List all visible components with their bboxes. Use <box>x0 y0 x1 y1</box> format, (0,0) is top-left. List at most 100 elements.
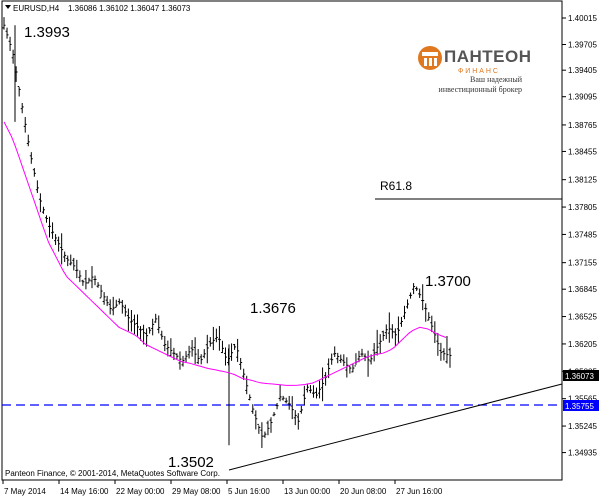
price-bar <box>220 340 224 354</box>
price-bar <box>29 152 33 164</box>
price-bar <box>387 312 391 343</box>
x-tick-label: 29 May 08:00 <box>172 487 221 496</box>
price-bar <box>318 380 322 399</box>
price-bar <box>187 345 191 359</box>
price-bar <box>111 296 115 316</box>
price-bar <box>342 354 346 367</box>
price-bar <box>415 286 419 291</box>
price-bar <box>17 86 21 97</box>
y-tick-label: 1.36845 <box>568 285 597 294</box>
price-bar <box>99 284 103 299</box>
price-bar <box>211 326 215 351</box>
price-bar <box>233 343 237 350</box>
price-bar <box>35 180 39 193</box>
price-bar <box>399 316 403 327</box>
price-bar <box>409 292 413 299</box>
price-bar <box>333 346 337 357</box>
price-bar <box>321 367 325 402</box>
price-bar <box>57 236 61 252</box>
price-bar <box>308 385 312 394</box>
x-tick-label: 5 Jun 16:00 <box>228 487 270 496</box>
price-bar <box>129 310 133 332</box>
price-bar <box>20 102 24 114</box>
price-bar <box>217 326 221 351</box>
price-bar <box>248 394 252 401</box>
price-bar <box>108 299 112 315</box>
chart-ohlc: 1.36086 1.36102 1.36047 1.36073 <box>68 4 191 13</box>
price-bar <box>151 318 155 336</box>
price-bar <box>260 422 264 448</box>
price-bar <box>384 324 388 340</box>
price-bar <box>272 412 276 417</box>
price-bar <box>372 342 376 362</box>
price-bar <box>69 254 73 266</box>
price-bar <box>166 340 170 357</box>
time-axis: 7 May 2014 14 May 16:00 22 May 00:00 29 May… <box>2 480 443 496</box>
price-bar <box>390 324 394 339</box>
chart-symbol: EURUSD,H4 <box>13 4 60 13</box>
price-bar <box>281 395 285 401</box>
price-bar <box>381 330 385 341</box>
price-bar <box>102 292 106 305</box>
annotation-recent-high: 1.3700 <box>425 273 471 290</box>
price-bar <box>296 413 300 430</box>
price-bar <box>96 282 100 288</box>
price-bar <box>23 117 27 133</box>
price-bar <box>290 396 294 420</box>
price-bar <box>284 397 288 404</box>
price-bar <box>32 168 36 177</box>
price-bar <box>87 277 91 284</box>
price-bar <box>175 353 179 360</box>
x-tick-label: 20 Jun 08:00 <box>340 487 387 496</box>
price-bar <box>406 299 410 309</box>
price-bar <box>148 327 152 334</box>
price-bar <box>48 216 52 238</box>
price-bar <box>51 222 55 239</box>
price-bar <box>257 423 261 434</box>
y-tick-label: 1.37805 <box>568 203 597 212</box>
price-bar <box>351 363 355 373</box>
price-bar <box>93 275 97 286</box>
price-bar <box>90 266 94 289</box>
price-bar <box>412 283 416 295</box>
y-tick-label: 1.36205 <box>568 340 597 349</box>
y-tick-label: 1.38765 <box>568 121 597 130</box>
price-bar <box>439 342 443 361</box>
logo-tagline-1: Ваш надежный <box>470 75 523 84</box>
price-bar <box>190 340 194 357</box>
price-bar <box>135 314 139 337</box>
price-bar <box>145 328 149 347</box>
fib-r618-label: R61.8 <box>380 179 412 193</box>
price-bar <box>193 337 197 364</box>
chart-menu-arrow-icon[interactable] <box>5 5 11 9</box>
trend-line[interactable] <box>228 383 563 471</box>
price-bar <box>375 329 379 356</box>
price-bar <box>5 27 9 39</box>
plot-frame <box>1 0 563 481</box>
price-bar <box>26 134 30 147</box>
price-bar <box>84 269 88 290</box>
price-bar <box>196 349 200 365</box>
price-bar <box>63 251 67 263</box>
current-price-box <box>563 370 599 381</box>
price-bar <box>105 295 109 307</box>
y-tick-label: 1.34935 <box>568 449 597 458</box>
price-bar <box>311 385 315 398</box>
price-bar <box>223 347 227 366</box>
y-tick-label: 1.35565 <box>568 395 597 404</box>
x-tick-label: 22 May 00:00 <box>116 487 165 496</box>
price-bar <box>114 299 118 308</box>
copyright: Panteon Finance, © 2001-2014, MetaQuotes… <box>5 469 220 478</box>
price-bar <box>72 257 76 271</box>
price-bar <box>205 334 209 364</box>
x-tick-label: 7 May 2014 <box>4 487 46 496</box>
price-bar <box>117 298 121 305</box>
price-bar <box>427 312 431 321</box>
y-tick-label: 1.40015 <box>568 14 597 23</box>
price-bar <box>236 338 240 362</box>
price-bar <box>269 417 273 433</box>
price-bar <box>393 328 397 346</box>
price-bar <box>163 336 167 352</box>
